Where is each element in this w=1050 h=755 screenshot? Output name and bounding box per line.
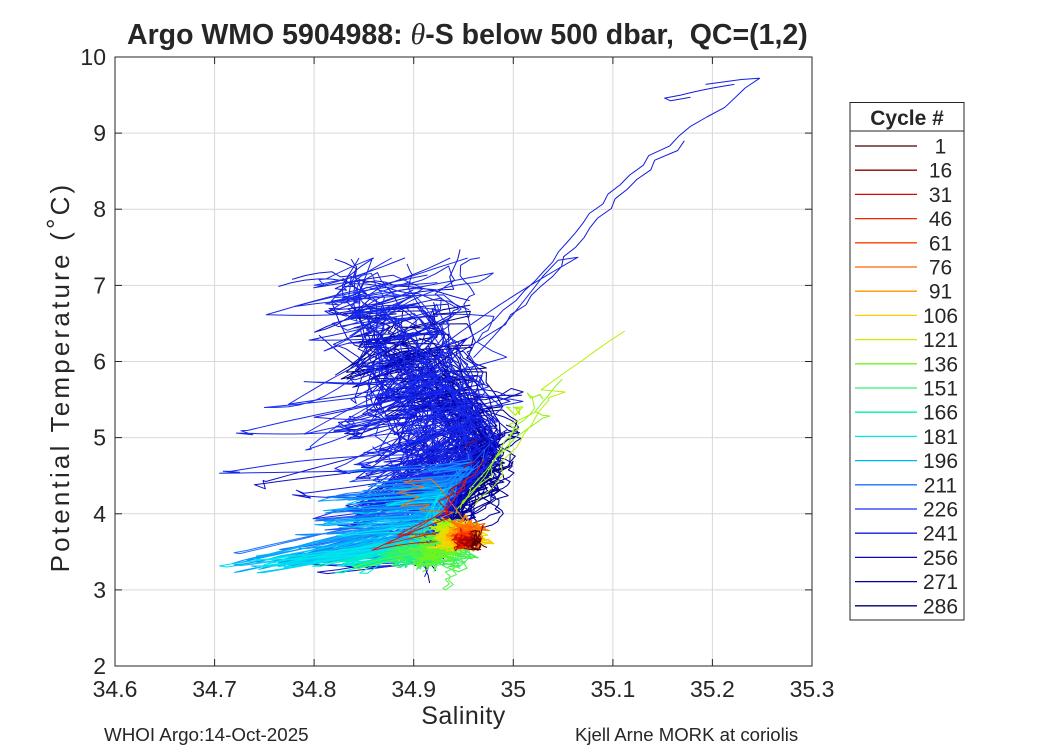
svg-text:34.8: 34.8 (292, 676, 337, 702)
svg-text:6: 6 (93, 349, 106, 375)
svg-text:35: 35 (501, 676, 527, 702)
svg-text:34.9: 34.9 (391, 676, 436, 702)
svg-text:271: 271 (923, 571, 958, 594)
svg-text:7: 7 (93, 272, 106, 298)
svg-text:286: 286 (923, 595, 958, 618)
svg-text:226: 226 (923, 499, 958, 522)
svg-text:3: 3 (93, 577, 106, 603)
svg-text:241: 241 (923, 523, 958, 546)
svg-text:35.3: 35.3 (790, 676, 835, 702)
svg-text:31: 31 (929, 184, 952, 207)
svg-text:34.6: 34.6 (93, 676, 138, 702)
svg-text:91: 91 (929, 281, 952, 304)
svg-text:151: 151 (923, 378, 958, 401)
svg-text:35.2: 35.2 (690, 676, 735, 702)
svg-text:211: 211 (924, 474, 957, 497)
svg-text:61: 61 (929, 232, 952, 255)
svg-text:181: 181 (923, 426, 958, 449)
svg-text:WHOI Argo:14-Oct-2025: WHOI Argo:14-Oct-2025 (104, 724, 309, 745)
svg-text:256: 256 (923, 547, 958, 570)
svg-text:136: 136 (923, 353, 958, 376)
svg-text:196: 196 (923, 450, 958, 473)
svg-text:76: 76 (929, 257, 952, 280)
svg-text:2: 2 (93, 653, 106, 679)
svg-text:35.1: 35.1 (591, 676, 636, 702)
svg-text:9: 9 (93, 120, 106, 146)
svg-text:Cycle #: Cycle # (870, 107, 944, 130)
svg-text:Kjell Arne MORK at coriolis: Kjell Arne MORK at coriolis (575, 724, 798, 745)
svg-text:10: 10 (80, 44, 106, 70)
svg-text:4: 4 (93, 501, 106, 527)
svg-text:Salinity: Salinity (421, 702, 506, 730)
svg-text:166: 166 (923, 402, 958, 425)
svg-text:106: 106 (923, 305, 958, 328)
svg-text:16: 16 (929, 160, 952, 183)
svg-text:Argo WMO 5904988: θ-S below 50: Argo WMO 5904988: θ-S below 500 dbar, QC… (127, 18, 808, 51)
svg-text:46: 46 (929, 208, 952, 231)
svg-text:8: 8 (93, 196, 106, 222)
svg-text:34.7: 34.7 (192, 676, 237, 702)
svg-text:Potential Temperature (°C): Potential Temperature (°C) (41, 182, 75, 573)
svg-text:5: 5 (93, 425, 106, 451)
svg-text:121: 121 (923, 329, 958, 352)
svg-text:1: 1 (935, 136, 947, 159)
